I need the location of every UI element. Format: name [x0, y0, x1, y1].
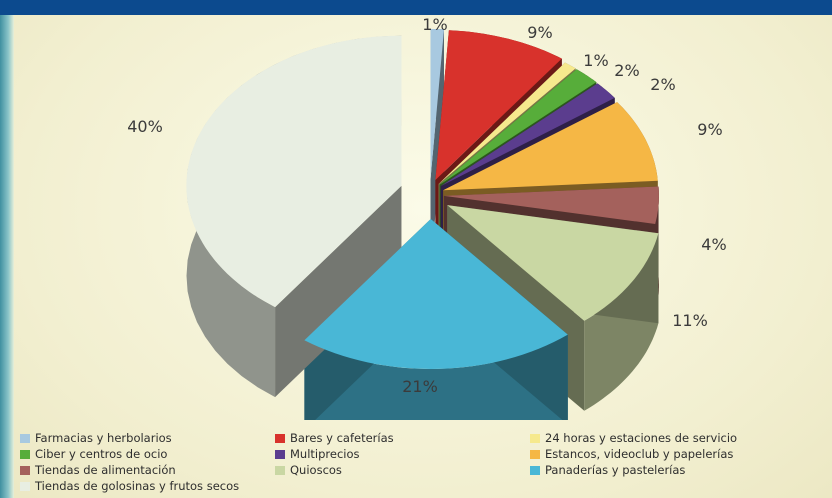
pie-chart: 1% 9% 1% 2% 2% 9% 4% 11% 21% 40% [127, 15, 727, 420]
legend-label: Tiendas de golosinas y frutos secos [35, 479, 240, 493]
pie-slice [430, 29, 444, 180]
legend-swatch [20, 433, 30, 443]
legend-swatch [530, 465, 540, 475]
chart-legend: Farmacias y herbolarios Bares y cafetería… [20, 430, 820, 496]
slice-percent-label: 11% [672, 311, 708, 330]
legend-swatch [20, 449, 30, 459]
legend-label: Multiprecios [290, 447, 360, 461]
pie-slice [186, 35, 402, 308]
legend-swatch [20, 465, 30, 475]
pie-slice [435, 30, 562, 180]
pie-top-layer [186, 29, 659, 369]
legend-swatch [20, 481, 30, 491]
header-bar [0, 0, 832, 15]
slice-percent-label: 4% [701, 235, 726, 254]
legend-item: Tiendas de golosinas y frutos secos [20, 478, 239, 494]
legend-swatch [275, 433, 285, 443]
pie-slice [443, 102, 658, 191]
legend-swatch [530, 433, 540, 443]
slice-percent-label: 40% [127, 117, 163, 136]
pie-slice [438, 62, 576, 184]
pie-slice-side [304, 334, 568, 420]
legend-item: Ciber y centros de ocio [20, 446, 167, 462]
legend-item: Farmacias y herbolarios [20, 430, 172, 446]
legend-label: 24 horas y estaciones de servicio [545, 431, 738, 445]
legend-swatch [530, 449, 540, 459]
legend-label: Ciber y centros de ocio [35, 447, 168, 461]
legend-item: Bares y cafeterías [275, 430, 394, 446]
pie-label-layer: 1% 9% 1% 2% 2% 9% 4% 11% 21% 40% [127, 15, 726, 396]
legend-item: 24 horas y estaciones de servicio [530, 430, 737, 446]
decorative-side-strip [0, 15, 14, 498]
pie-slice [440, 83, 615, 187]
slice-percent-label: 2% [650, 75, 675, 94]
legend-label: Estancos, videoclub y papelerías [545, 447, 734, 461]
pie-slice-wall [275, 185, 402, 398]
slice-percent-label: 21% [402, 377, 438, 396]
legend-item: Tiendas de alimentación [20, 462, 176, 478]
legend-swatch [275, 449, 285, 459]
legend-item: Estancos, videoclub y papelerías [530, 446, 733, 462]
slice-percent-label: 1% [422, 15, 447, 34]
legend-label: Quioscos [290, 463, 342, 477]
pie-slice [443, 186, 659, 224]
pie-slice [447, 205, 659, 321]
slice-percent-label: 2% [614, 61, 639, 80]
slice-percent-label: 1% [583, 51, 608, 70]
pie-slice [304, 218, 568, 369]
pie-slice [439, 69, 597, 185]
slice-percent-label: 9% [527, 23, 552, 42]
legend-label: Tiendas de alimentación [35, 463, 176, 477]
legend-item: Panaderías y pastelerías [530, 462, 685, 478]
slice-percent-label: 9% [697, 120, 722, 139]
legend-label: Panaderías y pastelerías [545, 463, 686, 477]
pie-slice-wall [430, 29, 445, 270]
legend-label: Farmacias y herbolarios [35, 431, 172, 445]
legend-swatch [275, 465, 285, 475]
legend-label: Bares y cafeterías [290, 431, 394, 445]
legend-item: Quioscos [275, 462, 342, 478]
legend-item: Multiprecios [275, 446, 360, 462]
